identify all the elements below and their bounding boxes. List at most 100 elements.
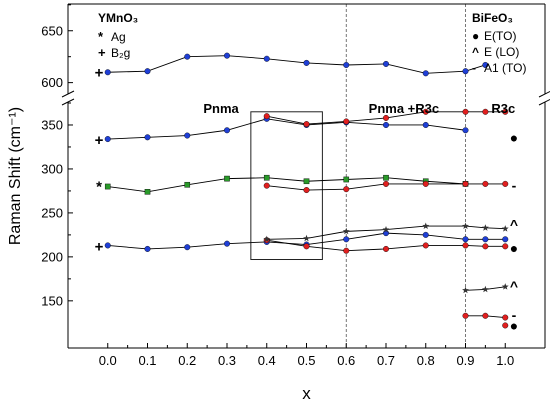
legend-right-symbol-0: ● — [472, 29, 479, 43]
x-axis-title: x — [302, 384, 311, 403]
y-upper-tick-label-0: 600 — [41, 75, 63, 90]
series-3-point-7 — [383, 174, 389, 181]
legend-right-label-1: E (LO) — [484, 45, 519, 59]
right-mode-marker-1: - — [512, 178, 517, 194]
series-0-point-2 — [184, 53, 191, 60]
series-1-point-8 — [422, 121, 429, 128]
legend-left-label-0: Ag — [111, 30, 126, 44]
highlight-box — [250, 111, 323, 261]
y-lower-tick-label-4: 350 — [41, 117, 63, 132]
x-tick-label-6: 0.6 — [337, 353, 355, 368]
series-0-point-0 — [104, 69, 111, 76]
legend-right-title: BiFeO₃ — [472, 11, 513, 25]
series-3-point-6 — [343, 176, 350, 183]
series-2-point-5 — [462, 108, 469, 115]
series-7-point-5 — [462, 222, 469, 230]
legend-right-symbol-2: - — [472, 61, 476, 75]
right-mode-marker-0: ● — [510, 129, 518, 145]
axis-break-mark-0-a — [61, 90, 75, 98]
right-mode-marker-3: ● — [510, 240, 518, 256]
series-6-point-2 — [343, 247, 350, 254]
region-label-0: Pnma — [203, 101, 239, 116]
y-lower-tick-label-2: 250 — [41, 205, 63, 220]
y-axis-title: Raman Shift (cm⁻¹) — [7, 107, 24, 245]
series-7-point-4 — [422, 222, 430, 230]
region-label-1: Pnma +R3c — [369, 101, 439, 116]
series-5-point-11 — [502, 236, 509, 243]
series-4-point-4 — [422, 180, 429, 187]
series-2-point-0 — [263, 113, 270, 120]
series-6-point-4 — [422, 242, 429, 249]
x-tick-label-5: 0.5 — [297, 353, 315, 368]
series-line-4 — [266, 183, 506, 191]
series-2-point-2 — [343, 118, 350, 125]
series-1-point-0 — [104, 136, 111, 143]
series-3-point-3 — [224, 175, 230, 182]
y-lower-tick-label-3: 300 — [41, 161, 63, 176]
series-line-7 — [266, 225, 506, 240]
series-2-point-6 — [482, 108, 489, 115]
series-1-point-1 — [144, 134, 151, 141]
series-4-point-0 — [263, 182, 270, 189]
series-layer — [104, 52, 509, 329]
region-label-2: R3c — [491, 101, 515, 116]
x-tick-label-8: 0.8 — [417, 353, 435, 368]
x-tick-label-7: 0.7 — [377, 353, 395, 368]
series-5-point-7 — [383, 230, 390, 237]
series-2-point-1 — [303, 121, 310, 128]
series-0-point-10 — [482, 61, 489, 68]
x-tick-label-0: 0.0 — [99, 353, 117, 368]
series-5-point-8 — [422, 231, 429, 238]
series-7-point-1 — [303, 234, 310, 242]
legend-left-symbol-1: + — [98, 45, 106, 60]
series-0-point-5 — [303, 59, 310, 66]
series-6-point-5 — [462, 242, 469, 249]
axis-break-mark-0-b — [61, 98, 75, 106]
series-4-point-1 — [303, 187, 310, 194]
series-line-0 — [107, 55, 486, 74]
legend-right-label-2: A1 (TO) — [484, 61, 526, 75]
x-tick-label-4: 0.4 — [258, 353, 276, 368]
x-tick-label-9: 0.9 — [456, 353, 474, 368]
series-7-point-0 — [263, 235, 271, 243]
legend-left-title: YMnO₃ — [98, 11, 138, 25]
series-0-point-9 — [462, 68, 469, 75]
series-8-point-0 — [462, 286, 469, 294]
series-0-point-1 — [144, 68, 151, 75]
series-2-point-7 — [502, 108, 509, 115]
series-9-point-2 — [502, 314, 509, 321]
series-4-point-7 — [502, 180, 509, 187]
series-6-point-7 — [502, 243, 509, 250]
series-9-point-0 — [462, 312, 469, 319]
series-5-point-3 — [223, 240, 230, 247]
legend-right-symbol-1: ^ — [472, 45, 479, 59]
series-2-point-4 — [422, 108, 429, 115]
axis-break-mark-1-b — [538, 98, 550, 106]
left-mode-marker-3: + — [95, 238, 104, 255]
series-0-point-4 — [263, 55, 270, 62]
series-line-3 — [107, 177, 466, 193]
legend-left-symbol-0: * — [98, 29, 104, 44]
series-2-point-3 — [383, 114, 390, 121]
series-7-point-7 — [501, 225, 509, 232]
series-0-point-7 — [383, 60, 390, 67]
plot-area — [250, 4, 466, 348]
series-3-point-0 — [104, 183, 111, 190]
series-9-point-1 — [482, 312, 489, 319]
series-4-point-5 — [462, 180, 469, 187]
series-5-point-2 — [184, 244, 191, 251]
series-line-1 — [107, 118, 466, 140]
series-line-2 — [266, 111, 506, 125]
x-tick-label-1: 0.1 — [138, 353, 156, 368]
labels-layer: 0.0 0.1 0.2 0.3 0.4 0.5 0.6 0.7 0.8 0.9 1.0 150 200 2… — [7, 11, 526, 403]
left-mode-marker-1: + — [95, 132, 104, 149]
left-mode-marker-2: * — [96, 179, 102, 196]
axes-layer — [61, 3, 550, 349]
series-5-point-9 — [462, 236, 469, 243]
right-mode-marker-2: ^ — [510, 216, 518, 232]
series-1-point-3 — [223, 127, 230, 134]
series-1-point-7 — [383, 121, 390, 128]
x-tick-label-10: 1.0 — [496, 353, 514, 368]
series-3-point-1 — [144, 189, 151, 195]
